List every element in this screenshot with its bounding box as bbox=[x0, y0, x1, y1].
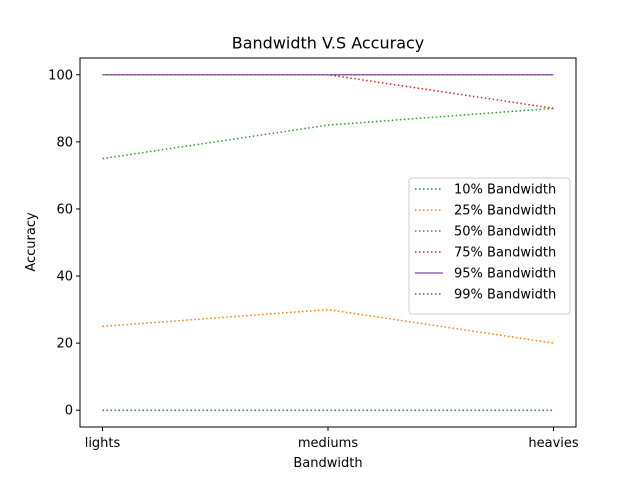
y-tick-label: 20 bbox=[56, 337, 73, 352]
y-tick-label: 0 bbox=[65, 404, 73, 419]
legend-label: 25% Bandwidth bbox=[454, 204, 556, 219]
chart-title: Bandwidth V.S Accuracy bbox=[232, 34, 425, 53]
legend-label: 75% Bandwidth bbox=[454, 246, 556, 261]
y-axis-label: Accuracy bbox=[24, 212, 39, 272]
y-tick-label: 60 bbox=[56, 202, 73, 217]
legend-box bbox=[408, 177, 571, 315]
legend-label: 99% Bandwidth bbox=[454, 288, 556, 303]
axes-frame bbox=[79, 57, 577, 428]
legend-label: 95% Bandwidth bbox=[454, 267, 556, 282]
x-tick-label: lights bbox=[85, 436, 121, 451]
x-tick-label: mediums bbox=[298, 436, 358, 451]
y-tick-label: 40 bbox=[56, 270, 73, 285]
x-tick-label: heavies bbox=[528, 436, 579, 451]
legend: 10% Bandwidth 25% Bandwidth 50% Bandwidth 7… bbox=[408, 177, 571, 315]
x-axis-label: Bandwidth bbox=[293, 456, 362, 471]
legend-label: 50% Bandwidth bbox=[454, 225, 556, 240]
y-tick-label: 100 bbox=[48, 68, 73, 83]
y-tick-label: 80 bbox=[56, 135, 73, 150]
plot-area: 0 20 40 60 80 100 lights mediums heavies bbox=[48, 68, 579, 451]
legend-label: 10% Bandwidth bbox=[454, 183, 556, 198]
